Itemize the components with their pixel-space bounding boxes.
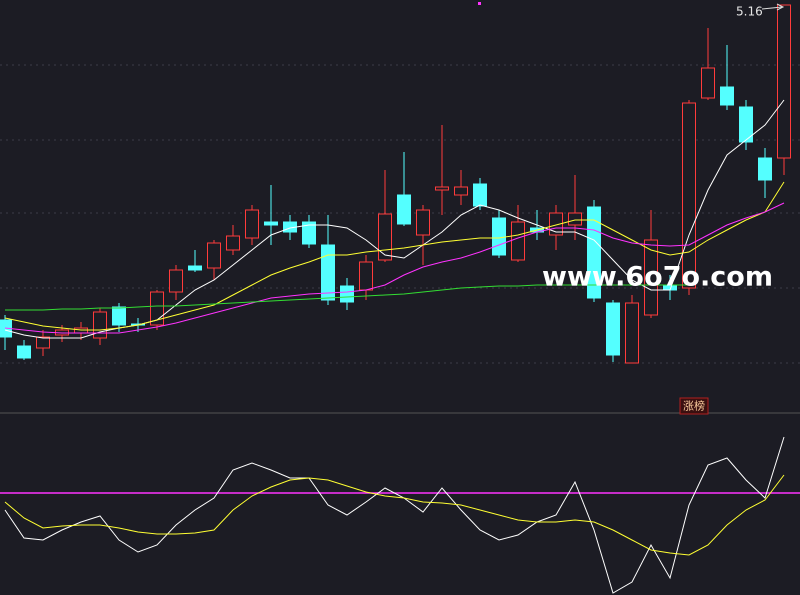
candle-body xyxy=(777,4,791,159)
candle-body xyxy=(359,261,373,291)
candle-body xyxy=(36,336,50,349)
marker-dot xyxy=(478,2,481,5)
price-panel xyxy=(0,4,791,364)
candle-body xyxy=(226,235,240,251)
candle-body xyxy=(207,242,221,269)
candle-body xyxy=(606,302,620,356)
candle-body xyxy=(188,265,202,271)
tag-box xyxy=(679,397,709,415)
candle-body xyxy=(435,186,449,191)
candle-body xyxy=(682,102,696,289)
candle-body xyxy=(17,345,31,359)
candle-body xyxy=(720,86,734,106)
tag-label: 涨榜 xyxy=(683,399,705,413)
candle-body xyxy=(169,269,183,293)
candle-body xyxy=(416,209,430,236)
candle-body xyxy=(511,221,525,261)
candle-body xyxy=(758,157,772,181)
candle-body xyxy=(568,212,582,226)
candle-body xyxy=(264,221,278,226)
candle-body xyxy=(378,213,392,261)
candle-body xyxy=(340,285,354,303)
indicator-line xyxy=(4,474,785,556)
candle-body xyxy=(701,67,715,99)
candle-body xyxy=(492,217,506,256)
watermark: www.6o7o.com xyxy=(542,262,773,293)
high-price-label: 5.16 xyxy=(736,5,763,19)
candle-body xyxy=(473,183,487,207)
indicator-panel xyxy=(0,436,800,594)
candle-body xyxy=(112,306,126,326)
candle-body xyxy=(150,291,164,326)
candle-body xyxy=(549,212,563,236)
price-arrow xyxy=(761,6,783,10)
candle-body xyxy=(302,221,316,245)
indicator-line xyxy=(5,284,689,311)
candle-body xyxy=(625,302,639,364)
candle-body xyxy=(454,186,468,196)
indicator-line xyxy=(4,202,785,334)
arrow-head xyxy=(776,3,785,11)
candle-body xyxy=(739,106,753,143)
candle-body xyxy=(321,244,335,301)
indicator-line xyxy=(4,181,785,331)
candle-body xyxy=(644,239,658,316)
candle-body xyxy=(93,311,107,339)
candle-body xyxy=(245,209,259,239)
candle-body xyxy=(397,194,411,225)
